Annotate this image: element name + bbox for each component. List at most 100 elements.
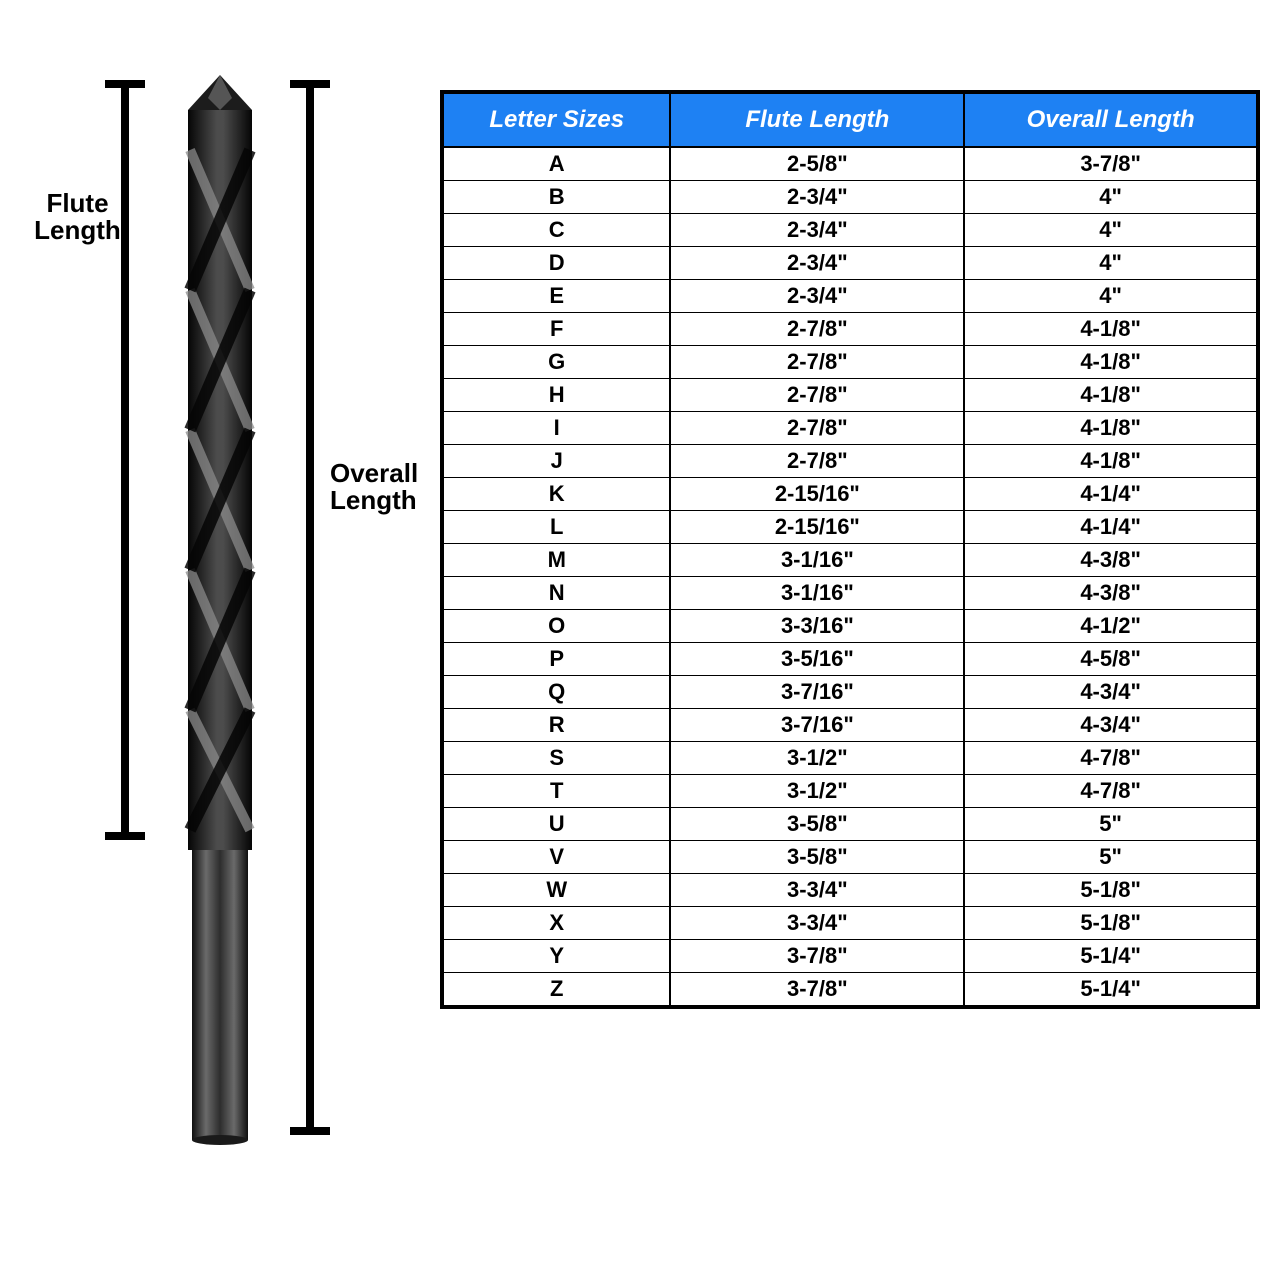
cell-letter: A <box>442 147 670 181</box>
flute-length-label: FluteLength <box>25 190 130 245</box>
cell-flute: 3-5/8" <box>670 808 964 841</box>
cell-overall: 4-1/8" <box>964 346 1258 379</box>
cell-overall: 3-7/8" <box>964 147 1258 181</box>
cell-overall: 4-7/8" <box>964 742 1258 775</box>
table-row: Q3-7/16"4-3/4" <box>442 676 1258 709</box>
cell-flute: 2-15/16" <box>670 478 964 511</box>
table-row: E2-3/4"4" <box>442 280 1258 313</box>
cell-overall: 5-1/8" <box>964 907 1258 940</box>
cell-letter: E <box>442 280 670 313</box>
cell-flute: 3-1/2" <box>670 742 964 775</box>
cell-letter: H <box>442 379 670 412</box>
cell-flute: 3-5/8" <box>670 841 964 874</box>
cell-letter: P <box>442 643 670 676</box>
table-row: W3-3/4"5-1/8" <box>442 874 1258 907</box>
cell-overall: 4-3/8" <box>964 544 1258 577</box>
table-row: C2-3/4"4" <box>442 214 1258 247</box>
cell-letter: F <box>442 313 670 346</box>
cell-letter: B <box>442 181 670 214</box>
table-row: Z3-7/8"5-1/4" <box>442 973 1258 1008</box>
overall-length-label: OverallLength <box>330 460 440 515</box>
cell-flute: 2-7/8" <box>670 379 964 412</box>
table-row: T3-1/2"4-7/8" <box>442 775 1258 808</box>
table-row: H2-7/8"4-1/8" <box>442 379 1258 412</box>
cell-overall: 4-1/4" <box>964 511 1258 544</box>
cell-letter: Z <box>442 973 670 1008</box>
cell-letter: L <box>442 511 670 544</box>
table-row: M3-1/16"4-3/8" <box>442 544 1258 577</box>
table-row: J2-7/8"4-1/8" <box>442 445 1258 478</box>
overall-length-bracket <box>290 80 330 1135</box>
table-row: F2-7/8"4-1/8" <box>442 313 1258 346</box>
cell-letter: X <box>442 907 670 940</box>
cell-overall: 5-1/4" <box>964 940 1258 973</box>
cell-overall: 4-1/4" <box>964 478 1258 511</box>
cell-letter: N <box>442 577 670 610</box>
cell-flute: 2-15/16" <box>670 511 964 544</box>
cell-overall: 4" <box>964 280 1258 313</box>
table-row: G2-7/8"4-1/8" <box>442 346 1258 379</box>
cell-overall: 4-3/4" <box>964 709 1258 742</box>
cell-overall: 4-1/8" <box>964 412 1258 445</box>
col-header-letter: Letter Sizes <box>442 92 670 147</box>
cell-flute: 2-3/4" <box>670 280 964 313</box>
table-row: B2-3/4"4" <box>442 181 1258 214</box>
cell-letter: U <box>442 808 670 841</box>
cell-flute: 2-7/8" <box>670 412 964 445</box>
table-header: Letter Sizes Flute Length Overall Length <box>442 92 1258 147</box>
cell-overall: 5-1/8" <box>964 874 1258 907</box>
cell-overall: 4-1/8" <box>964 313 1258 346</box>
table-body: A2-5/8"3-7/8"B2-3/4"4"C2-3/4"4"D2-3/4"4"… <box>442 147 1258 1007</box>
cell-letter: I <box>442 412 670 445</box>
cell-overall: 4" <box>964 247 1258 280</box>
drill-bit-icon <box>170 70 270 1145</box>
cell-letter: D <box>442 247 670 280</box>
table-row: N3-1/16"4-3/8" <box>442 577 1258 610</box>
cell-flute: 3-5/16" <box>670 643 964 676</box>
table-row: D2-3/4"4" <box>442 247 1258 280</box>
cell-overall: 4-3/4" <box>964 676 1258 709</box>
cell-letter: M <box>442 544 670 577</box>
cell-overall: 4" <box>964 214 1258 247</box>
table-row: Y3-7/8"5-1/4" <box>442 940 1258 973</box>
table-row: A2-5/8"3-7/8" <box>442 147 1258 181</box>
cell-letter: C <box>442 214 670 247</box>
table-row: K2-15/16"4-1/4" <box>442 478 1258 511</box>
cell-letter: K <box>442 478 670 511</box>
cell-letter: S <box>442 742 670 775</box>
table-row: P3-5/16"4-5/8" <box>442 643 1258 676</box>
col-header-flute: Flute Length <box>670 92 964 147</box>
cell-flute: 2-7/8" <box>670 346 964 379</box>
cell-flute: 3-7/8" <box>670 973 964 1008</box>
cell-overall: 5-1/4" <box>964 973 1258 1008</box>
cell-flute: 3-7/16" <box>670 676 964 709</box>
table-row: X3-3/4"5-1/8" <box>442 907 1258 940</box>
cell-flute: 2-7/8" <box>670 313 964 346</box>
cell-overall: 4-7/8" <box>964 775 1258 808</box>
cell-letter: R <box>442 709 670 742</box>
cell-letter: Y <box>442 940 670 973</box>
size-table: Letter Sizes Flute Length Overall Length… <box>440 90 1260 1009</box>
cell-letter: O <box>442 610 670 643</box>
cell-overall: 5" <box>964 841 1258 874</box>
cell-flute: 3-1/16" <box>670 544 964 577</box>
canvas: FluteLength OverallLength <box>0 0 1280 1280</box>
table-row: L2-15/16"4-1/4" <box>442 511 1258 544</box>
cell-letter: Q <box>442 676 670 709</box>
cell-flute: 2-3/4" <box>670 214 964 247</box>
cell-flute: 2-3/4" <box>670 247 964 280</box>
cell-overall: 4-1/2" <box>964 610 1258 643</box>
table-row: S3-1/2"4-7/8" <box>442 742 1258 775</box>
drill-diagram: FluteLength OverallLength <box>30 40 430 1140</box>
cell-overall: 5" <box>964 808 1258 841</box>
cell-overall: 4-3/8" <box>964 577 1258 610</box>
table-row: O3-3/16"4-1/2" <box>442 610 1258 643</box>
cell-letter: V <box>442 841 670 874</box>
cell-flute: 3-3/4" <box>670 874 964 907</box>
cell-flute: 3-7/8" <box>670 940 964 973</box>
cell-flute: 3-3/16" <box>670 610 964 643</box>
cell-letter: G <box>442 346 670 379</box>
cell-letter: J <box>442 445 670 478</box>
size-table-wrap: Letter Sizes Flute Length Overall Length… <box>440 90 1260 1009</box>
table-row: V3-5/8"5" <box>442 841 1258 874</box>
